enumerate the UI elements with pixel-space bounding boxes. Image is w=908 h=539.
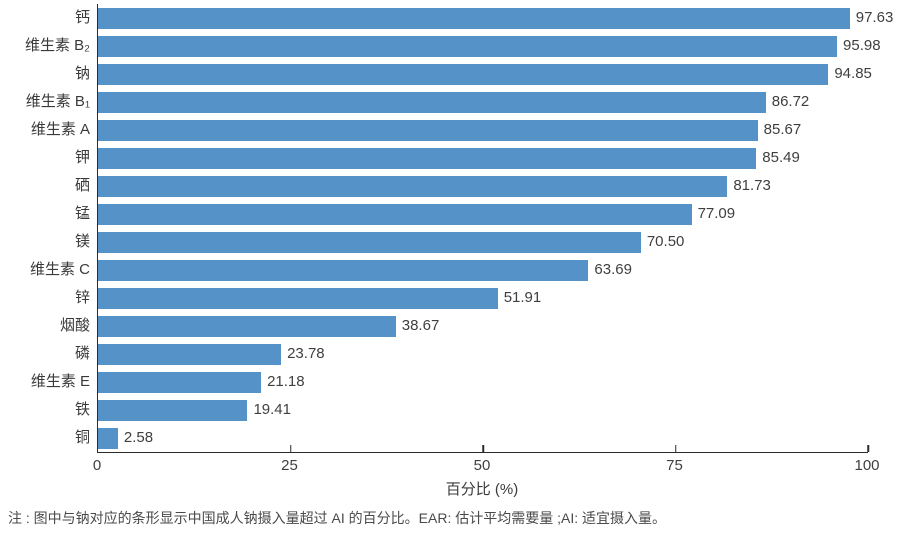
x-axis-tick-mark [867, 445, 869, 452]
value-label: 51.91 [503, 289, 542, 306]
x-axis-tick-labels: 0 25 50 75 100 [93, 457, 880, 477]
category-label: 维生素 C [29, 261, 90, 278]
value-label: 94.85 [834, 65, 872, 82]
category-label: 铜 [74, 429, 90, 446]
value-label: 38.67 [401, 317, 440, 334]
bar [98, 427, 118, 449]
category-label: 维生素 B₂ [25, 37, 90, 54]
category-label: 镁 [74, 233, 90, 250]
bar [98, 147, 757, 169]
x-axis-tick-mark [289, 445, 292, 452]
category-label: 磷 [74, 345, 90, 362]
bar [98, 259, 589, 281]
category-label: 维生素 B₁ [25, 93, 90, 110]
x-axis-tick-label: 50 [473, 457, 491, 474]
category-label: 铁 [74, 401, 90, 418]
bar [98, 175, 728, 197]
x-axis-tick-label: 25 [281, 457, 298, 474]
value-label: 85.49 [762, 149, 800, 166]
x-axis-title: 百分比 (%) [445, 481, 519, 498]
bar [98, 399, 248, 421]
value-label: 85.67 [763, 121, 802, 138]
bar [98, 231, 641, 253]
value-label: 19.41 [253, 401, 291, 418]
bar [98, 7, 850, 29]
bar [98, 91, 766, 113]
value-label: 81.73 [733, 177, 771, 194]
category-label: 锌 [74, 289, 90, 306]
bar [98, 315, 396, 337]
value-label: 86.72 [771, 93, 810, 110]
x-axis-tick-mark [674, 445, 677, 452]
category-label: 钠 [74, 65, 90, 82]
plot-area: 97.63 95.98 94.85 86.72 85.67 85.49 81.73 77.09… [97, 4, 893, 453]
value-label: 63.69 [594, 261, 632, 278]
category-label: 维生素 A [30, 121, 90, 138]
x-axis-tick-label: 0 [92, 457, 102, 474]
value-label: 23.78 [287, 345, 325, 362]
x-axis-tick-label: 100 [854, 457, 880, 474]
category-label: 硒 [74, 177, 90, 194]
value-label: 95.98 [843, 37, 881, 54]
bar [98, 63, 829, 85]
category-label: 钾 [74, 149, 90, 166]
value-label: 21.18 [267, 373, 305, 390]
bar [98, 203, 692, 225]
category-label: 烟酸 [59, 317, 90, 334]
category-label: 锰 [74, 205, 90, 222]
bar [98, 119, 758, 141]
category-label: 维生素 E [30, 373, 90, 390]
bar [98, 371, 262, 393]
category-axis-labels: 钙维生素 B₂ 钠维生素 B₁ 维生素 A 钾硒锰镁维生素 C 锌烟酸磷维生素 E 铁铜 [0, 4, 90, 452]
value-label: 70.50 [646, 233, 685, 250]
x-axis-tick-label: 75 [666, 457, 683, 474]
value-label: 97.63 [855, 9, 894, 26]
category-label: 钙 [74, 9, 90, 26]
value-label: 77.09 [697, 205, 736, 222]
bar [98, 287, 498, 309]
bar [98, 35, 838, 57]
bar [98, 343, 282, 365]
x-axis-tick-mark [482, 445, 484, 452]
value-label: 2.58 [123, 429, 154, 446]
chart-footnote: 注 : 图中与钠对应的条形显示中国成人钠摄入量超过 AI 的百分比。EAR: 估… [8, 510, 667, 526]
